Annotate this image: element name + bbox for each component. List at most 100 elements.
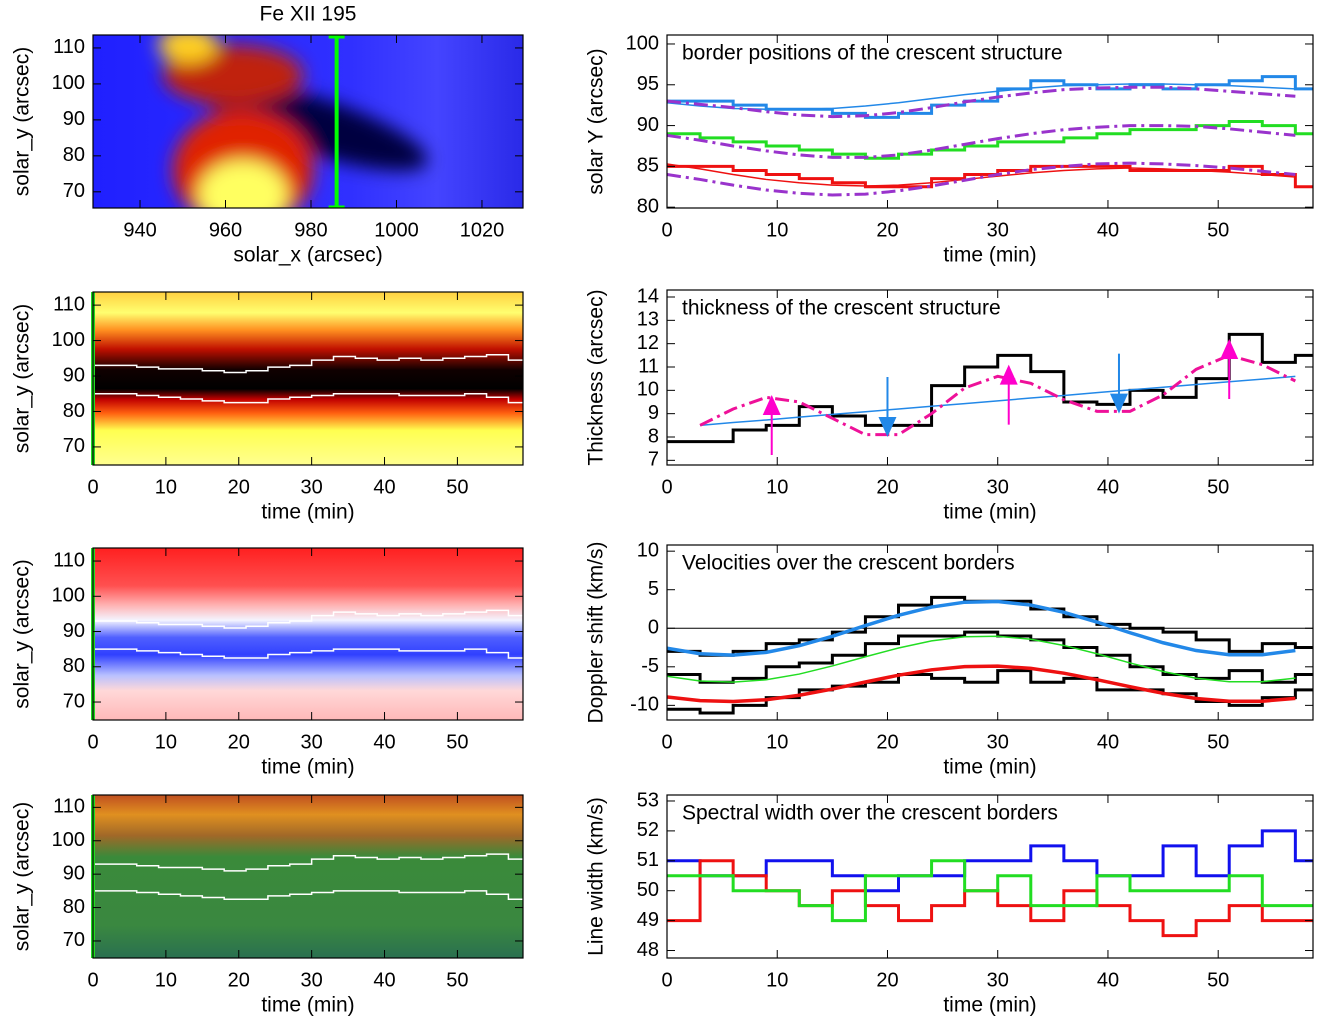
x-tick-label: 40: [373, 476, 395, 498]
y-tick-label: 90: [63, 620, 85, 642]
x-tick-label: 0: [661, 969, 672, 991]
border-overlay: [93, 853, 523, 872]
heatmap: [93, 292, 523, 465]
y-tick-label: 14: [637, 285, 659, 307]
y-tick-label: 51: [637, 849, 659, 871]
y-tick-label: 10: [637, 379, 659, 401]
y-tick-label: 100: [52, 72, 85, 94]
series-line: [667, 859, 1313, 923]
y-tick-label: 12: [637, 332, 659, 354]
x-tick-label: 50: [1207, 969, 1229, 991]
chart-title: Velocities over the crescent borders: [682, 552, 1015, 575]
panel: 0 10 20 30 40 50 70 80 90 100 110 time (min) solar_y…: [11, 547, 524, 779]
y-tick-label: 100: [52, 829, 85, 851]
plot-frame: [92, 291, 524, 466]
x-axis-label: time (min): [261, 994, 354, 1017]
y-tick-label: 11: [638, 355, 659, 377]
x-axis-label: time (min): [943, 756, 1036, 779]
y-axis-label: solar_y (arcsec): [11, 47, 34, 196]
x-tick-label: 20: [876, 731, 898, 753]
x-tick-label: 0: [661, 219, 672, 241]
y-tick-label: 90: [63, 108, 85, 130]
x-tick-label: 20: [228, 476, 250, 498]
x-tick-label: 30: [987, 969, 1009, 991]
y-tick-label: 50: [637, 879, 659, 901]
series-line: [667, 664, 1296, 704]
series-line: [667, 332, 1313, 444]
y-tick-label: 9: [648, 402, 659, 424]
heatmap: [93, 548, 523, 720]
x-tick-label: 40: [1097, 969, 1119, 991]
x-tick-label: 20: [228, 969, 250, 991]
x-tick-label: 1020: [460, 219, 505, 241]
plot-area: [667, 75, 1313, 197]
x-tick-label: 40: [1097, 476, 1119, 498]
x-axis-label: solar_x (arcsec): [233, 244, 382, 267]
border-overlay: [93, 890, 523, 900]
x-tick-label: 30: [301, 969, 323, 991]
chart-title: Fe XII 195: [260, 3, 357, 26]
arrow-head: [878, 417, 897, 437]
panel: 0 10 20 30 40 50 80 85 90 95 100 time (min) solar Y …: [585, 32, 1314, 267]
chart-title: border positions of the crescent structu…: [682, 42, 1063, 65]
x-tick-label: 20: [876, 476, 898, 498]
x-tick-label: 960: [209, 219, 242, 241]
panel: 0 10 20 30 40 50 70 80 90 100 110 time (min) solar_y…: [11, 794, 524, 1017]
series-line: [667, 85, 1296, 119]
y-axis-label: Doppler shift (km/s): [585, 541, 608, 723]
x-tick-label: 10: [766, 476, 788, 498]
chart-title: Spectral width over the crescent borders: [682, 802, 1058, 825]
plot-area: [93, 795, 523, 958]
y-tick-label: 13: [637, 309, 659, 331]
border-overlay: [93, 609, 523, 629]
y-tick-label: 110: [53, 293, 85, 315]
arrow-head: [1220, 339, 1239, 359]
y-tick-label: 80: [63, 655, 85, 677]
heatmap: [93, 795, 523, 958]
x-tick-label: 1000: [374, 219, 419, 241]
x-tick-label: 50: [446, 731, 468, 753]
plot-area: [667, 829, 1313, 938]
yellow-core: [198, 160, 288, 208]
x-axis-label: time (min): [943, 994, 1036, 1017]
x-tick-label: 50: [446, 969, 468, 991]
x-tick-label: 50: [1207, 219, 1229, 241]
plot-area: [667, 595, 1313, 715]
arrow: [878, 377, 897, 437]
x-tick-label: 30: [987, 219, 1009, 241]
plot-frame: [92, 794, 524, 959]
x-tick-label: 50: [1207, 476, 1229, 498]
x-tick-label: 0: [87, 969, 98, 991]
series-line: [667, 124, 1296, 159]
y-tick-label: 49: [637, 909, 659, 931]
x-axis-label: time (min): [943, 244, 1036, 267]
y-tick-label: 80: [63, 144, 85, 166]
x-tick-label: 0: [661, 731, 672, 753]
arrow: [1220, 339, 1239, 399]
y-tick-label: 80: [63, 400, 85, 422]
x-tick-label: 980: [294, 219, 327, 241]
y-tick-label: 90: [63, 862, 85, 884]
y-tick-label: 5: [648, 578, 659, 600]
series-line: [667, 164, 1313, 189]
y-tick-label: 70: [63, 929, 85, 951]
series-line: [667, 161, 1296, 197]
y-tick-label: 100: [52, 585, 85, 607]
x-tick-label: 40: [1097, 219, 1119, 241]
x-tick-label: 20: [876, 219, 898, 241]
y-tick-label: 100: [626, 32, 659, 54]
x-tick-label: 30: [987, 731, 1009, 753]
y-tick-label: -5: [641, 655, 659, 677]
series-line: [667, 599, 1296, 657]
arrow-head: [1109, 393, 1128, 414]
y-tick-label: 80: [637, 195, 659, 217]
series-line: [700, 375, 1296, 427]
y-tick-label: 53: [637, 789, 659, 811]
x-tick-label: 30: [301, 731, 323, 753]
y-tick-label: 10: [637, 539, 659, 561]
x-tick-label: 40: [373, 969, 395, 991]
arrow-head: [762, 395, 781, 415]
panel: 0 10 20 30 40 50 -10 -5 0 5 10 time (min) Doppler sh…: [585, 539, 1314, 779]
x-tick-label: 30: [301, 476, 323, 498]
x-tick-label: 940: [123, 219, 156, 241]
